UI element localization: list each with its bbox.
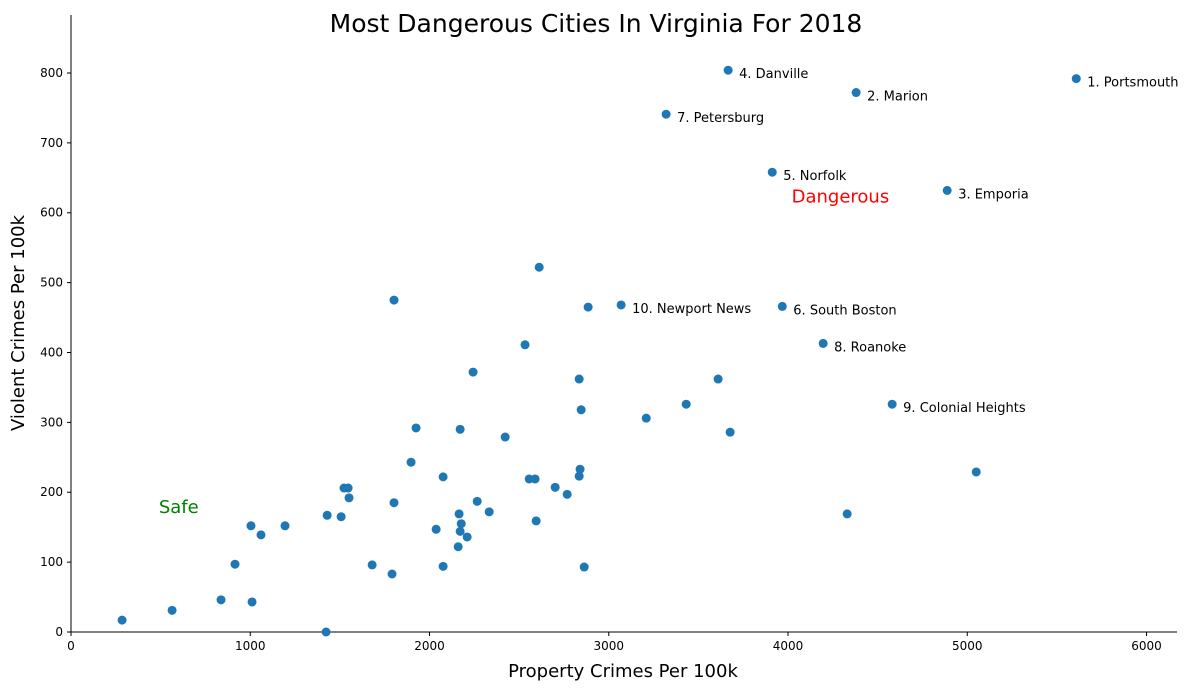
- point-label: 1. Portsmouth: [1087, 76, 1178, 91]
- data-point: [574, 374, 584, 384]
- data-point: [406, 457, 416, 467]
- data-point: [456, 519, 466, 529]
- data-point: [336, 512, 346, 522]
- data-point: [713, 374, 723, 384]
- x-tick-label: 1000: [235, 639, 266, 653]
- data-point: [500, 432, 510, 442]
- x-axis-label: Property Crimes Per 100k: [508, 661, 738, 682]
- data-point: [574, 471, 584, 481]
- data-point: [462, 532, 472, 542]
- data-point: [1071, 74, 1081, 84]
- data-point: [887, 399, 897, 409]
- data-point: [579, 562, 589, 572]
- data-point: [389, 295, 399, 305]
- data-point: [455, 424, 465, 434]
- data-point: [550, 482, 560, 492]
- data-point: [321, 627, 331, 637]
- data-point: [431, 524, 441, 534]
- data-point: [575, 464, 585, 474]
- data-point: [767, 167, 777, 177]
- data-point: [367, 560, 377, 570]
- data-point: [777, 301, 787, 311]
- point-label: 7. Petersburg: [677, 111, 764, 126]
- data-point: [389, 498, 399, 508]
- y-tick-label: 200: [40, 485, 63, 499]
- data-point: [942, 185, 952, 195]
- data-point: [842, 509, 852, 519]
- y-axis-label: Violent Crimes Per 100k: [8, 214, 29, 431]
- data-point: [534, 262, 544, 272]
- data-point: [851, 88, 861, 98]
- data-point: [247, 597, 257, 607]
- plot-area: 0 1000 2000 3000 4000 5000 6000 0 100 200 300 400 50…: [40, 15, 1179, 653]
- x-tick-label: 4000: [773, 639, 804, 653]
- data-point: [530, 474, 540, 484]
- y-tick-label: 0: [55, 625, 63, 639]
- data-point: [455, 526, 465, 536]
- data-point: [484, 507, 494, 517]
- data-point: [725, 427, 735, 437]
- point-label: 10. Newport News: [632, 302, 751, 317]
- data-point: [681, 399, 691, 409]
- data-point: [344, 493, 354, 503]
- y-tick-label: 100: [40, 555, 63, 569]
- point-label: 8. Roanoke: [834, 340, 906, 355]
- point-label: 9. Colonial Heights: [903, 401, 1026, 416]
- point-label: 5. Norfolk: [783, 169, 847, 184]
- data-point: [583, 302, 593, 312]
- data-point: [256, 530, 266, 540]
- data-point: [246, 521, 256, 531]
- data-point: [971, 467, 981, 477]
- data-point: [723, 65, 733, 75]
- point-label: 4. Danville: [739, 67, 808, 82]
- data-point: [280, 521, 290, 531]
- y-tick-label: 500: [40, 276, 63, 290]
- data-point: [661, 109, 671, 119]
- x-tick-label: 6000: [1131, 639, 1162, 653]
- y-tick-label: 800: [40, 66, 63, 80]
- point-label: 2. Marion: [867, 90, 928, 105]
- data-point: [216, 595, 226, 605]
- point-label: 6. South Boston: [793, 303, 896, 318]
- x-tick-label: 5000: [952, 639, 983, 653]
- x-tick-label: 0: [67, 639, 75, 653]
- data-point: [117, 615, 127, 625]
- data-point: [167, 605, 177, 615]
- data-point: [438, 561, 448, 571]
- data-point: [438, 472, 448, 482]
- data-point: [562, 489, 572, 499]
- data-point: [641, 413, 651, 423]
- y-tick-label: 600: [40, 206, 63, 220]
- x-tick-label: 2000: [414, 639, 445, 653]
- x-tick-label: 3000: [593, 639, 624, 653]
- data-point: [616, 300, 626, 310]
- y-tick-label: 300: [40, 415, 63, 429]
- annotation: Dangerous: [792, 186, 890, 207]
- data-point: [230, 559, 240, 569]
- data-point: [322, 510, 332, 520]
- data-point: [453, 542, 463, 552]
- y-tick-label: 700: [40, 136, 63, 150]
- data-point: [576, 405, 586, 415]
- data-point: [818, 338, 828, 348]
- point-label: 3. Emporia: [958, 187, 1029, 202]
- y-tick-label: 400: [40, 345, 63, 359]
- data-point: [454, 509, 464, 519]
- data-point: [472, 496, 482, 506]
- data-point: [468, 367, 478, 377]
- data-point: [387, 569, 397, 579]
- data-point: [411, 423, 421, 433]
- data-point: [520, 340, 530, 350]
- annotation: Safe: [159, 497, 199, 518]
- chart-title: Most Dangerous Cities In Virginia For 20…: [330, 9, 863, 38]
- data-point: [343, 483, 353, 493]
- data-point: [531, 516, 541, 526]
